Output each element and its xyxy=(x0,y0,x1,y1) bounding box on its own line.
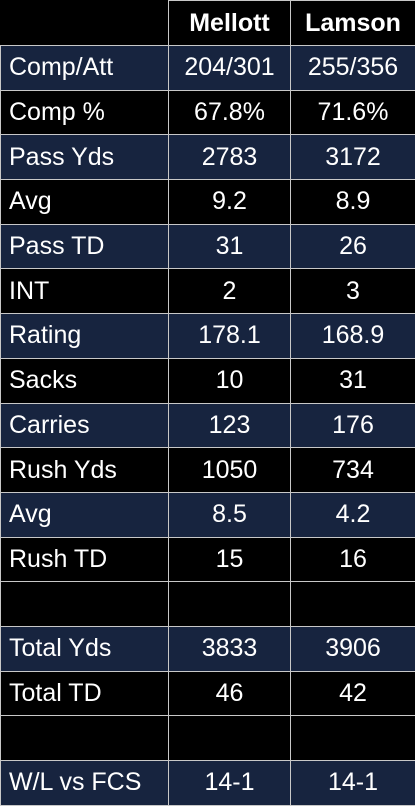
lamson-value-cell: 71.6% xyxy=(291,90,415,135)
stat-label-cell xyxy=(1,716,169,761)
table-row xyxy=(1,582,415,627)
stat-label-cell: Pass Yds xyxy=(1,135,169,180)
stat-label-cell: Carries xyxy=(1,403,169,448)
lamson-value-cell xyxy=(291,582,415,627)
mellott-value-cell: 8.5 xyxy=(169,492,291,537)
lamson-value-cell: 16 xyxy=(291,537,415,582)
table-row xyxy=(1,716,415,761)
stat-label-cell: Comp/Att xyxy=(1,46,169,91)
stat-label-cell: INT xyxy=(1,269,169,314)
mellott-value-cell: 9.2 xyxy=(169,180,291,225)
header-mellott: Mellott xyxy=(169,1,291,46)
stat-label-cell: Total TD xyxy=(1,671,169,716)
header-row: Mellott Lamson xyxy=(1,1,415,46)
lamson-value-cell: 42 xyxy=(291,671,415,716)
stat-label-cell: Avg xyxy=(1,492,169,537)
mellott-value-cell: 3833 xyxy=(169,626,291,671)
mellott-value-cell: 2783 xyxy=(169,135,291,180)
lamson-value-cell: 8.9 xyxy=(291,180,415,225)
mellott-value-cell: 1050 xyxy=(169,448,291,493)
header-corner-cell xyxy=(1,1,169,46)
table-row: Comp %67.8%71.6% xyxy=(1,90,415,135)
mellott-value-cell: 15 xyxy=(169,537,291,582)
lamson-value-cell: 3906 xyxy=(291,626,415,671)
lamson-value-cell: 255/356 xyxy=(291,46,415,91)
lamson-value-cell: 14-1 xyxy=(291,761,415,806)
lamson-value-cell: 734 xyxy=(291,448,415,493)
mellott-value-cell: 2 xyxy=(169,269,291,314)
mellott-value-cell: 204/301 xyxy=(169,46,291,91)
stat-label-cell: W/L vs FCS xyxy=(1,761,169,806)
mellott-value-cell: 46 xyxy=(169,671,291,716)
stat-label-cell: Comp % xyxy=(1,90,169,135)
lamson-value-cell: 168.9 xyxy=(291,314,415,359)
lamson-value-cell: 3 xyxy=(291,269,415,314)
stat-label-cell: Total Yds xyxy=(1,626,169,671)
stat-label-cell: Rush Yds xyxy=(1,448,169,493)
lamson-value-cell: 31 xyxy=(291,358,415,403)
stat-label-cell: Rating xyxy=(1,314,169,359)
stat-label-cell: Rush TD xyxy=(1,537,169,582)
mellott-value-cell: 31 xyxy=(169,224,291,269)
mellott-value-cell: 178.1 xyxy=(169,314,291,359)
lamson-value-cell: 4.2 xyxy=(291,492,415,537)
lamson-value-cell: 3172 xyxy=(291,135,415,180)
mellott-value-cell: 14-1 xyxy=(169,761,291,806)
lamson-value-cell: 176 xyxy=(291,403,415,448)
stat-label-cell: Pass TD xyxy=(1,224,169,269)
stat-label-cell xyxy=(1,582,169,627)
stat-label-cell: Sacks xyxy=(1,358,169,403)
lamson-value-cell: 26 xyxy=(291,224,415,269)
lamson-value-cell xyxy=(291,716,415,761)
mellott-value-cell: 123 xyxy=(169,403,291,448)
mellott-value-cell xyxy=(169,582,291,627)
mellott-value-cell: 10 xyxy=(169,358,291,403)
header-lamson: Lamson xyxy=(291,1,415,46)
mellott-value-cell xyxy=(169,716,291,761)
mellott-value-cell: 67.8% xyxy=(169,90,291,135)
stat-label-cell: Avg xyxy=(1,180,169,225)
